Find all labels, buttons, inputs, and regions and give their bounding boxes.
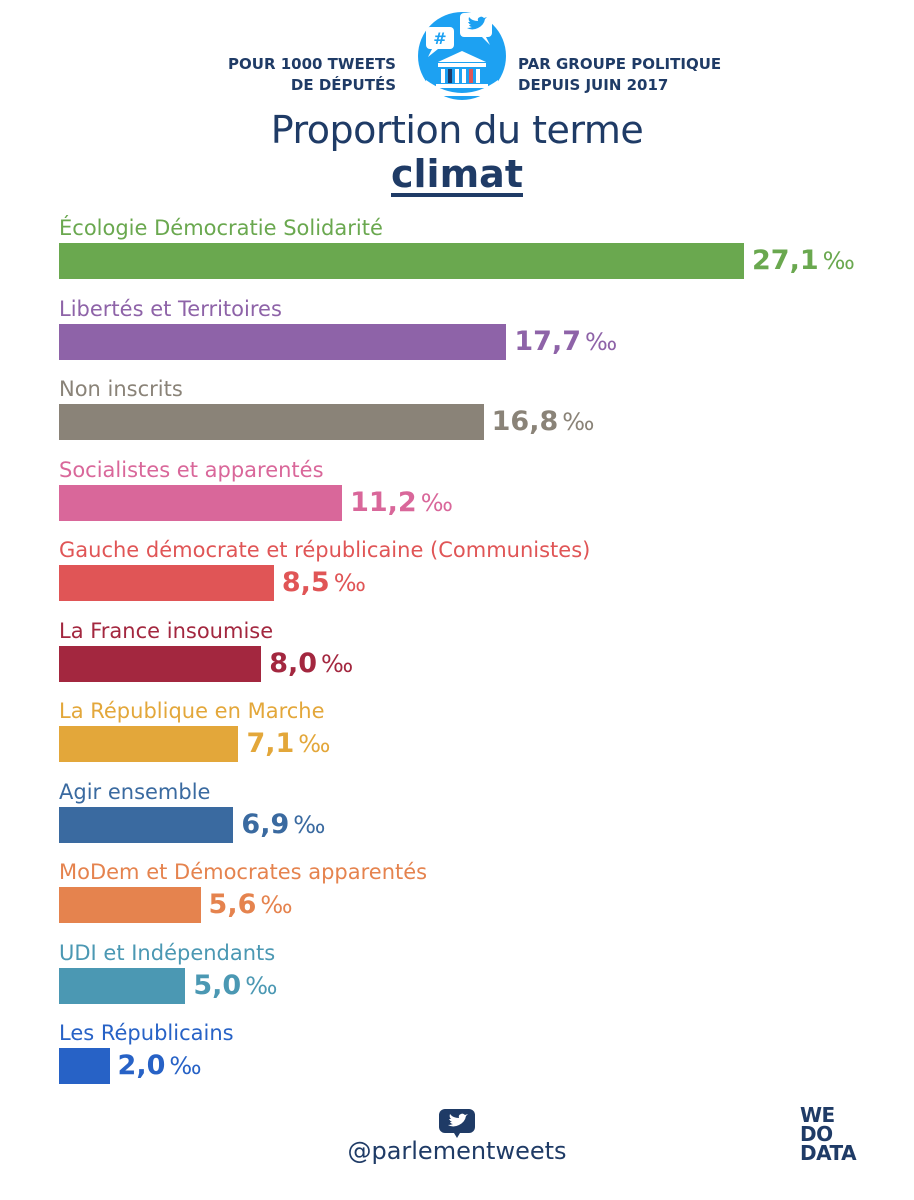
value-label: 6,9 ‰: [241, 807, 325, 843]
value-unit: ‰: [321, 649, 354, 678]
value-unit: ‰: [293, 810, 326, 839]
value-unit: ‰: [822, 247, 855, 275]
value-number: 5,0: [193, 969, 242, 1001]
value-label: 7,1 ‰: [246, 726, 330, 762]
category-label: Non inscrits: [59, 377, 183, 401]
bar: [59, 645, 262, 682]
bar: [59, 887, 201, 923]
bar: [59, 806, 234, 843]
value-number: 8,5: [281, 567, 330, 598]
value-label: 27,1 ‰: [752, 243, 855, 279]
header-left-line1: POUR 1000 TWEETS: [228, 55, 396, 73]
value-unit: ‰: [333, 569, 366, 597]
bar: [59, 565, 274, 601]
value-label: 11,2 ‰: [350, 485, 453, 521]
value-number: 8,0: [269, 647, 318, 679]
bar: [59, 967, 186, 1004]
value-unit: ‰: [169, 1052, 202, 1080]
value-label: 8,0 ‰: [269, 646, 353, 682]
value-unit: ‰: [298, 730, 331, 758]
chart-title: Proportion du terme: [270, 108, 644, 152]
category-label: UDI et Indépendants: [59, 940, 276, 965]
header-left-line2: DE DÉPUTÉS: [290, 76, 396, 94]
value-label: 2,0 ‰: [118, 1048, 202, 1084]
category-label: La France insoumise: [59, 618, 274, 643]
value-unit: ‰: [260, 891, 293, 919]
category-label: Socialistes et apparentés: [59, 457, 324, 482]
parlement-tweets-logo: #: [418, 12, 506, 100]
category-label: Les Républicains: [59, 1021, 234, 1045]
value-label: 16,8 ‰: [492, 404, 595, 440]
chart-term: climat: [391, 152, 523, 196]
value-unit: ‰: [420, 488, 453, 517]
category-label: La République en Marche: [59, 699, 325, 723]
brand-line3: DATA: [800, 1141, 857, 1165]
value-unit: ‰: [562, 408, 595, 436]
brand-line1: WE: [800, 1103, 835, 1127]
twitter-handle[interactable]: @parlementweets: [347, 1137, 567, 1165]
brand-line2: DO: [800, 1122, 833, 1146]
twitter-bubble-icon: [439, 1109, 475, 1138]
value-number: 6,9: [241, 808, 290, 840]
bar: [59, 243, 744, 279]
value-number: 17,7: [514, 325, 582, 357]
value-label: 5,6 ‰: [209, 887, 293, 923]
value-number: 2,0: [117, 1050, 166, 1081]
header-right-line1: PAR GROUPE POLITIQUE: [518, 55, 722, 73]
value-number: 16,8: [491, 406, 559, 437]
bar: [59, 1048, 110, 1084]
value-label: 5,0 ‰: [193, 968, 277, 1004]
value-number: 7,1: [246, 728, 295, 759]
category-label: Libertés et Territoires: [59, 296, 282, 321]
wedodata-logo: WE DO DATA: [800, 1103, 870, 1165]
value-number: 27,1: [752, 245, 819, 276]
header-right-text: PAR GROUPE POLITIQUE DEPUIS JUIN 2017: [518, 54, 778, 96]
category-label: Écologie Démocratie Solidarité: [59, 216, 383, 240]
category-label: MoDem et Démocrates apparentés: [59, 860, 428, 884]
value-label: 8,5 ‰: [282, 565, 366, 601]
category-label: Gauche démocrate et républicaine (Commun…: [59, 538, 591, 562]
value-unit: ‰: [585, 327, 618, 356]
value-number: 5,6: [208, 889, 257, 920]
category-label: Agir ensemble: [59, 779, 211, 804]
value-unit: ‰: [245, 971, 278, 1000]
header-left-text: POUR 1000 TWEETS DE DÉPUTÉS: [150, 54, 396, 96]
value-label: 17,7 ‰: [514, 324, 617, 360]
bar: [59, 726, 239, 762]
value-number: 11,2: [350, 486, 417, 518]
logo-hash-text: #: [433, 29, 446, 48]
bar: [59, 404, 484, 440]
bar: [59, 323, 507, 360]
bar: [59, 484, 343, 521]
header-right-line2: DEPUIS JUIN 2017: [518, 76, 669, 94]
